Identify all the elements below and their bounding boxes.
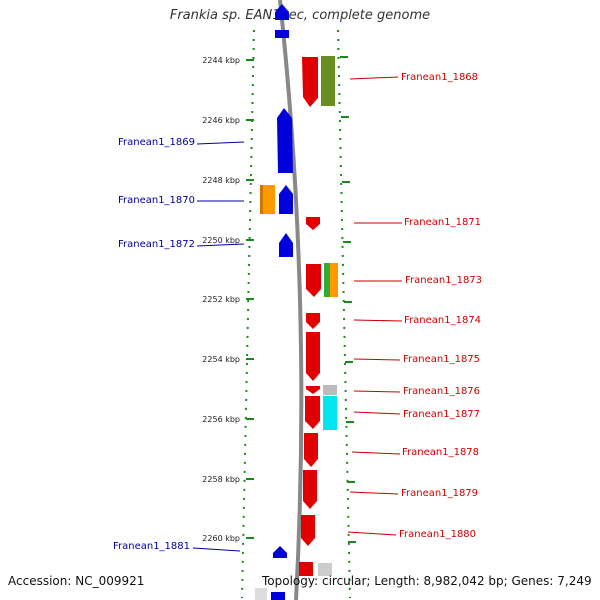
gene-label-franean1-1871[interactable]: Franean1_1871 [404,217,481,228]
gene-arrow-partial-top-tip[interactable] [275,4,289,20]
tick-label: 2254 kbp [202,355,240,364]
gene-label-franean1-1880[interactable]: Franean1_1880 [399,529,476,540]
leader-line-franean1-1876 [353,390,401,393]
leader-line-franean1-1877 [353,411,401,415]
gene-arrow-partial-bottom-red[interactable] [299,562,313,576]
gene-arrow-partial-top[interactable] [275,30,289,38]
right-ticks [340,56,356,543]
gene-label-franean1-1881[interactable]: Franean1_1881 [113,541,190,552]
leader-line-franean1-1879 [349,491,399,495]
leader-line-franean1-1878 [351,451,401,455]
reverse-gene-labels: Franean1_1869 Franean1_1870 Franean1_187… [113,137,195,552]
gene-label-franean1-1874[interactable]: Franean1_1874 [404,315,481,326]
gene-arrow-franean1-1873[interactable] [306,264,321,297]
tick-label: 2258 kbp [202,475,240,484]
gene-arrow-franean1-1875[interactable] [306,332,320,381]
gene-label-franean1-1875[interactable]: Franean1_1875 [403,354,480,365]
gene-label-franean1-1879[interactable]: Franean1_1879 [401,488,478,499]
gene-label-franean1-1870[interactable]: Franean1_1870 [118,195,195,206]
gene-label-franean1-1877[interactable]: Franean1_1877 [403,409,480,420]
cog-box-franean1-1870 [262,185,275,214]
gene-label-franean1-1868[interactable]: Franean1_1868 [401,72,478,83]
forward-strand-genes [299,56,338,576]
tick-label: 2250 kbp [202,236,240,245]
forward-gene-labels: Franean1_1868 Franean1_1871 Franean1_187… [399,72,482,540]
leader-line-franean1-1869 [196,141,245,145]
cog-box-franean1-1870-edge [260,185,263,214]
gene-arrow-franean1-1879[interactable] [303,470,317,509]
cog-box-franean1-1873-green [324,263,330,297]
leader-line-franean1-1874 [353,319,403,322]
cog-box-franean1-1873-orange [330,263,338,297]
leader-line-franean1-1868 [349,76,399,80]
accession-text: Accession: NC_009921 [8,574,145,588]
gene-arrow-franean1-1874[interactable] [306,313,320,329]
gene-arrow-franean1-1881[interactable] [273,546,287,558]
tick-label: 2252 kbp [202,295,240,304]
cog-box-partial-bottom-gray [318,563,332,576]
left-dotted-rail [241,29,255,599]
gene-arrow-franean1-1872[interactable] [279,233,293,257]
tick-label: 2248 kbp [202,176,240,185]
gene-arrow-partial-bottom[interactable] [271,592,285,600]
gene-arrow-franean1-1876[interactable] [306,386,320,394]
genome-summary-text: Topology: circular; Length: 8,982,042 bp… [262,574,592,588]
gene-arrow-franean1-1868[interactable] [302,57,318,107]
reverse-label-leaders [192,141,245,552]
tick-label: 2244 kbp [202,56,240,65]
map-title: Frankia sp. EAN1pec, complete genome [169,8,431,23]
gene-arrow-franean1-1878[interactable] [304,433,318,467]
cog-box-franean1-1877 [323,396,337,430]
forward-label-leaders [347,76,403,536]
genome-backbone [278,0,304,600]
gene-label-franean1-1876[interactable]: Franean1_1876 [403,386,480,397]
cog-box-franean1-1868 [321,56,335,106]
leader-line-franean1-1881 [192,547,241,552]
gene-label-franean1-1869[interactable]: Franean1_1869 [118,137,195,148]
gene-arrow-franean1-1870[interactable] [279,185,293,214]
gene-arrow-franean1-1877[interactable] [305,396,320,429]
tick-label: 2246 kbp [202,116,240,125]
cog-box-franean1-1876 [323,385,337,395]
outer-dotted-rails [241,29,351,599]
gene-label-franean1-1872[interactable]: Franean1_1872 [118,239,195,250]
leader-line-franean1-1880 [347,531,397,536]
gene-arrow-franean1-1869[interactable] [277,108,293,173]
gene-label-franean1-1878[interactable]: Franean1_1878 [402,447,479,458]
reverse-strand-genes [255,4,293,600]
tick-label: 2260 kbp [202,534,240,543]
gene-arrow-franean1-1880[interactable] [301,515,315,546]
gene-arrow-franean1-1871[interactable] [306,217,320,230]
leader-line-franean1-1872 [196,243,245,247]
right-dotted-rail [337,29,351,599]
gene-label-franean1-1873[interactable]: Franean1_1873 [405,275,482,286]
leader-line-franean1-1875 [353,358,401,361]
cog-box-partial-bottom [255,588,267,600]
scale-ticks: 2244 kbp 2246 kbp 2248 kbp 2250 kbp 2252… [202,56,254,543]
tick-label: 2256 kbp [202,415,240,424]
